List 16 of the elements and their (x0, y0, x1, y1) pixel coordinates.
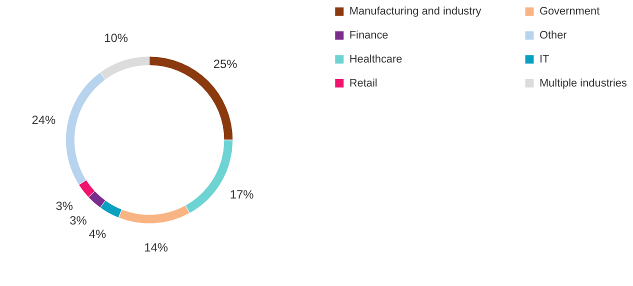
legend-label: Healthcare (349, 53, 402, 66)
legend-label: Finance (349, 29, 388, 42)
legend-label: Multiple industries (539, 77, 628, 90)
data-label: 4% (88, 227, 107, 242)
legend-label: Government (539, 6, 600, 18)
data-label: 24% (32, 112, 56, 127)
legend-label: Manufacturing and industry (349, 6, 482, 18)
data-label: 25% (213, 56, 238, 71)
legend-label: Other (539, 29, 568, 42)
data-label: 10% (104, 30, 128, 45)
data-label: 3% (70, 214, 88, 228)
data-label: 3% (56, 198, 74, 213)
legend-label: IT (539, 53, 550, 66)
legend-label: Retail (349, 77, 378, 90)
data-label: 14% (144, 240, 168, 254)
data-label: 17% (230, 188, 254, 202)
